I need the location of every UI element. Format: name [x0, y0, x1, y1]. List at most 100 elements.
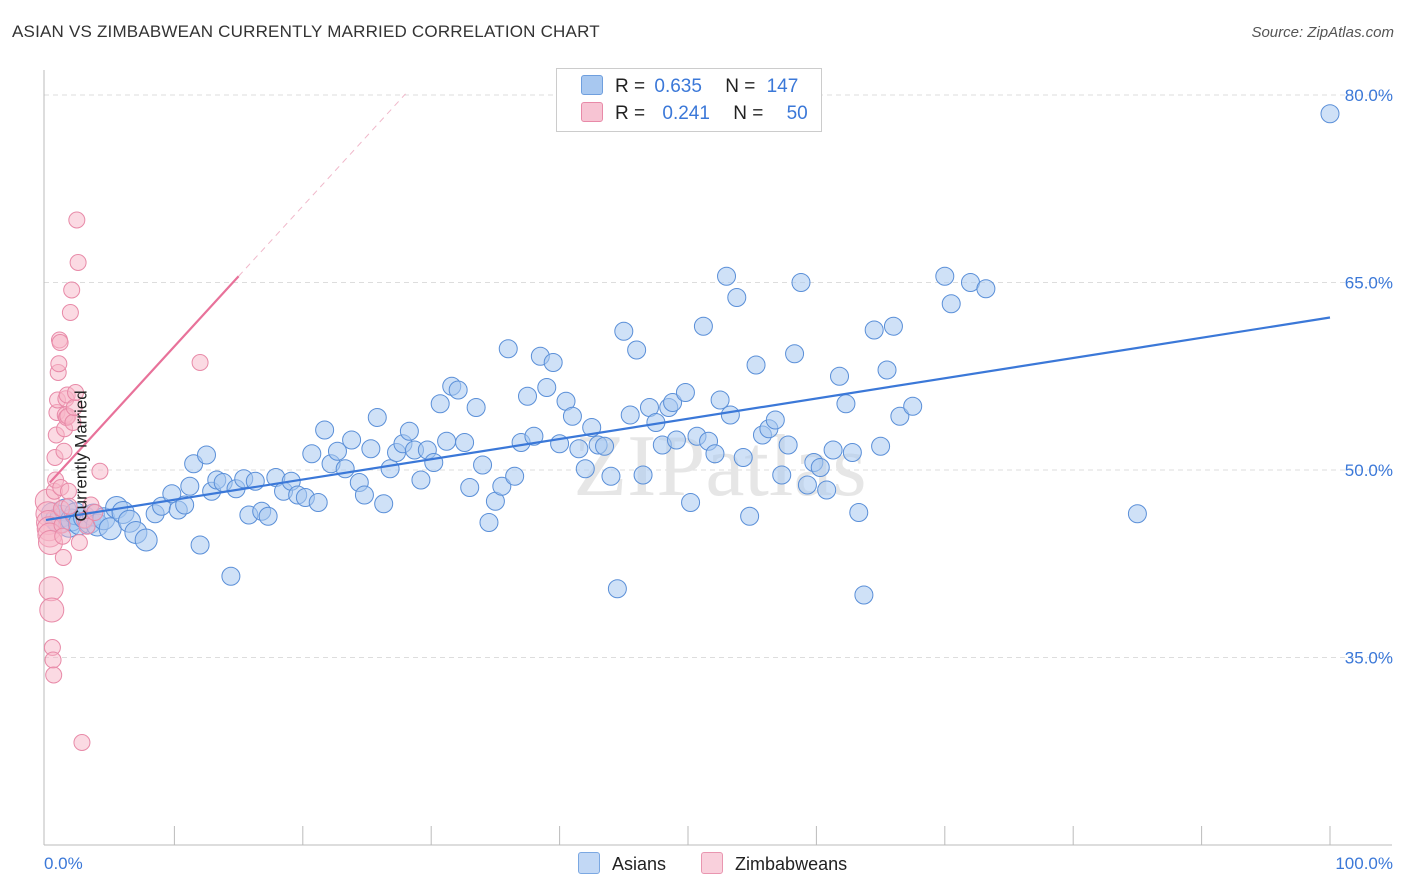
- asians-point: [411, 470, 431, 490]
- asians-point: [710, 390, 730, 410]
- r-value-zimbabweans: 0.241: [662, 103, 710, 124]
- asians-point: [765, 410, 785, 430]
- zimbabweans-point: [38, 576, 64, 602]
- zimbabweans-point: [69, 254, 87, 271]
- asians-point: [727, 288, 747, 307]
- asians-point: [562, 406, 582, 426]
- asians-point: [537, 378, 557, 397]
- zimbabweans-point: [191, 354, 209, 371]
- asians-point: [460, 478, 480, 497]
- zimbabweans-point: [51, 334, 69, 351]
- asians-point: [976, 279, 996, 299]
- asians-point: [498, 339, 518, 359]
- zimbabweans-swatch: [701, 852, 724, 874]
- asians-point: [430, 394, 450, 414]
- asians-point: [836, 394, 856, 414]
- legend-row-asians: R = 0.635 N = 147: [581, 75, 798, 101]
- asians-point: [354, 485, 374, 505]
- asians-point: [302, 444, 322, 464]
- r-label: R =: [615, 103, 646, 124]
- trend-lines: [45, 93, 1331, 522]
- zimbabweans-point: [73, 734, 91, 751]
- asians-point: [883, 316, 903, 336]
- asians-point: [315, 420, 335, 440]
- asians-point: [693, 316, 713, 336]
- asians-point: [849, 503, 869, 522]
- asians-point: [437, 431, 457, 451]
- asians-point: [221, 566, 241, 586]
- zimbabweans-point: [78, 517, 96, 535]
- asians-point: [785, 344, 805, 364]
- asians-point: [601, 466, 621, 486]
- n-value-asians: 147: [766, 76, 799, 97]
- asians-point: [705, 444, 725, 464]
- asians-point: [258, 506, 278, 526]
- asians-point: [448, 380, 468, 400]
- n-label: N =: [733, 103, 764, 124]
- grid-lines: [44, 94, 1392, 658]
- asians-point: [575, 459, 595, 479]
- source-label: Source: ZipAtlas.com: [1251, 24, 1394, 41]
- legend-label-zimbabweans: Zimbabweans: [735, 854, 848, 874]
- asians-point: [935, 266, 955, 286]
- asians-point: [614, 321, 634, 341]
- asians-point: [569, 439, 589, 459]
- asians-point: [871, 436, 891, 456]
- asians-point: [717, 266, 737, 286]
- asians-point: [361, 439, 381, 459]
- r-value-asians: 0.635: [654, 76, 702, 97]
- series-legend: Asians Zimbabweans: [578, 852, 877, 875]
- asians-point: [1127, 504, 1147, 524]
- asians-point: [175, 495, 195, 515]
- y-tick-label: 65.0%: [1345, 274, 1393, 293]
- asians-point: [941, 294, 961, 314]
- zimbabweans-point: [39, 597, 65, 623]
- zimbabweans-trend-line: [49, 275, 240, 484]
- x-tick-label: 0.0%: [44, 854, 83, 873]
- asians-point: [620, 405, 640, 425]
- asians-point: [399, 421, 419, 441]
- asians-point: [890, 406, 910, 426]
- asians-point: [327, 441, 347, 461]
- asians-point: [524, 426, 544, 446]
- y-tick-label: 50.0%: [1345, 461, 1393, 480]
- zimbabweans-point: [50, 355, 68, 373]
- asians-point: [797, 475, 817, 495]
- zimbabweans-point: [63, 281, 81, 299]
- zimbabweans-trend-extension: [238, 93, 406, 277]
- asians-point: [830, 366, 850, 386]
- asians-point: [518, 386, 537, 406]
- zimbabweans-point: [60, 497, 78, 515]
- tick-labels: 35.0% 50.0% 65.0% 80.0% 0.0% 100.0%: [44, 86, 1393, 873]
- asians-point: [733, 448, 753, 467]
- asians-point: [817, 480, 837, 500]
- asians-point: [479, 513, 499, 532]
- asians-point: [864, 320, 884, 340]
- asians-point: [505, 466, 525, 486]
- asians-point: [823, 440, 843, 460]
- zimbabweans-point: [54, 527, 72, 545]
- asians-point: [810, 458, 830, 477]
- asians-point: [492, 476, 512, 496]
- zimbabweans-point: [54, 549, 72, 566]
- asians-point: [903, 396, 923, 416]
- y-tick-label: 35.0%: [1345, 649, 1393, 668]
- asians-point: [134, 528, 158, 552]
- asians-point: [842, 443, 862, 462]
- n-label: N =: [725, 76, 756, 97]
- asians-point: [424, 453, 444, 472]
- asians-point: [380, 459, 400, 479]
- asians-point: [190, 535, 210, 555]
- axes: [43, 70, 1392, 846]
- asians-point: [162, 484, 182, 504]
- asians-swatch: [581, 75, 603, 95]
- n-value-zimbabweans: 50: [786, 103, 808, 124]
- asians-point: [466, 398, 486, 417]
- asians-point: [720, 405, 740, 425]
- asians-point: [746, 355, 766, 375]
- zimbabweans-point: [55, 442, 73, 460]
- asians-point: [374, 494, 394, 514]
- asians-point: [778, 435, 798, 455]
- asians-point: [595, 436, 615, 456]
- asians-point: [1320, 104, 1340, 124]
